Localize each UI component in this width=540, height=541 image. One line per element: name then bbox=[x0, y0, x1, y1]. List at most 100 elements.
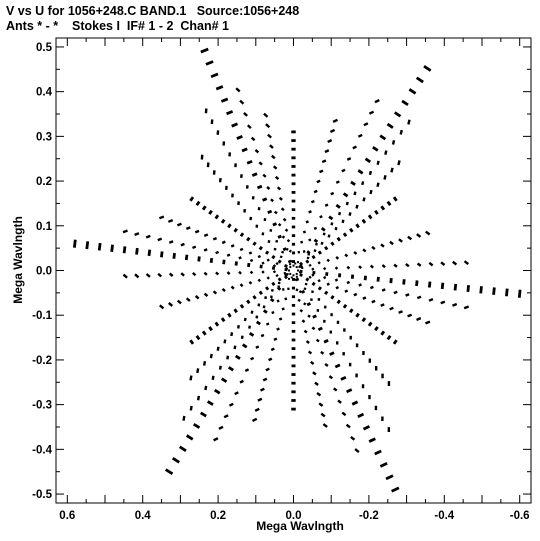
uv-point bbox=[291, 242, 296, 246]
uv-point bbox=[291, 286, 296, 290]
uv-point bbox=[230, 332, 234, 337]
uv-point bbox=[176, 299, 182, 305]
uv-point bbox=[311, 273, 315, 277]
uv-point bbox=[233, 308, 238, 314]
uv-point bbox=[210, 72, 219, 79]
uv-point bbox=[274, 175, 280, 181]
uv-point bbox=[260, 333, 265, 338]
uv-point bbox=[299, 309, 304, 313]
uv-point bbox=[302, 250, 306, 253]
uv-point bbox=[251, 172, 258, 177]
uv-point bbox=[313, 249, 317, 253]
uv-point bbox=[291, 225, 296, 229]
uv-point bbox=[228, 152, 232, 157]
uv-point bbox=[317, 326, 323, 332]
uv-point bbox=[381, 288, 386, 292]
uv-point bbox=[265, 123, 271, 129]
x-tick-label: -0.2 bbox=[359, 510, 379, 522]
uv-point bbox=[275, 262, 279, 266]
uv-point bbox=[227, 366, 234, 372]
uv-point bbox=[322, 232, 326, 236]
uv-point bbox=[231, 122, 239, 128]
uv-point bbox=[291, 303, 296, 307]
uv-point bbox=[463, 260, 470, 266]
uv-point bbox=[428, 298, 434, 302]
uv-point bbox=[325, 272, 329, 276]
uv-point bbox=[342, 232, 348, 238]
uv-point bbox=[338, 273, 342, 278]
uv-point bbox=[265, 322, 270, 326]
uv-point bbox=[381, 373, 384, 379]
uv-point bbox=[257, 254, 262, 259]
uv-point bbox=[386, 334, 392, 341]
uv-point bbox=[262, 197, 268, 202]
uv-point bbox=[319, 169, 324, 174]
uv-point bbox=[416, 262, 422, 267]
uv-point bbox=[330, 241, 335, 246]
uv-point bbox=[303, 287, 307, 291]
uv-point bbox=[313, 226, 317, 230]
uv-point bbox=[322, 266, 327, 271]
uv-point bbox=[282, 217, 287, 222]
uv-point bbox=[362, 197, 366, 202]
uv-point bbox=[267, 240, 271, 244]
uv-point bbox=[369, 264, 374, 269]
uv-point bbox=[335, 180, 340, 184]
uv-point bbox=[343, 328, 346, 332]
uv-point bbox=[294, 262, 297, 265]
uv-point bbox=[291, 234, 296, 238]
uv-point bbox=[266, 258, 270, 262]
uv-point bbox=[381, 264, 386, 269]
uv-point bbox=[234, 354, 241, 360]
y-tick-label: 0.2 bbox=[36, 176, 52, 188]
uv-point bbox=[348, 362, 352, 367]
uv-point bbox=[185, 434, 194, 441]
uv-point bbox=[340, 375, 347, 381]
uv-point bbox=[246, 159, 253, 165]
uv-point bbox=[271, 281, 276, 287]
uv-point bbox=[323, 305, 327, 309]
x-tick-label: 0.4 bbox=[135, 510, 152, 522]
uv-point bbox=[389, 277, 393, 284]
uv-point bbox=[228, 402, 234, 407]
uv-point bbox=[311, 326, 316, 331]
uv-point bbox=[291, 373, 296, 376]
uv-point bbox=[226, 110, 234, 116]
uv-point bbox=[344, 253, 349, 258]
uv-point bbox=[248, 332, 255, 337]
uv-point bbox=[302, 230, 307, 234]
uv-point bbox=[277, 259, 282, 264]
uv-point bbox=[172, 252, 176, 259]
uv-point bbox=[416, 317, 422, 321]
uv-point bbox=[362, 350, 365, 355]
uv-point bbox=[298, 261, 304, 266]
uv-point bbox=[225, 185, 228, 190]
uv-point bbox=[367, 214, 373, 220]
uv-point bbox=[226, 355, 230, 360]
uv-point bbox=[185, 297, 191, 302]
x-tick-label: 0.6 bbox=[59, 510, 75, 522]
uv-point bbox=[277, 277, 282, 282]
uv-point bbox=[272, 264, 277, 268]
uv-point bbox=[199, 411, 207, 418]
uv-point bbox=[277, 285, 281, 288]
uv-point bbox=[372, 146, 379, 152]
uv-point bbox=[305, 259, 310, 264]
uv-point bbox=[345, 201, 349, 206]
uv-point bbox=[313, 238, 319, 244]
y-tick-label: 0.0 bbox=[36, 266, 52, 278]
uv-point bbox=[230, 244, 235, 248]
y-axis-label: Mega Wavlngth bbox=[11, 216, 25, 304]
uv-point bbox=[324, 290, 329, 296]
uv-point bbox=[361, 181, 365, 186]
uv-point bbox=[291, 216, 296, 220]
uv-point bbox=[334, 278, 339, 282]
uv-point bbox=[307, 350, 313, 355]
uv-point bbox=[223, 339, 227, 344]
uv-point bbox=[505, 288, 509, 297]
uv-point bbox=[320, 227, 326, 232]
uv-point bbox=[261, 270, 265, 274]
uv-point bbox=[384, 150, 388, 155]
uv-point bbox=[262, 173, 267, 178]
uv-point bbox=[352, 145, 357, 150]
